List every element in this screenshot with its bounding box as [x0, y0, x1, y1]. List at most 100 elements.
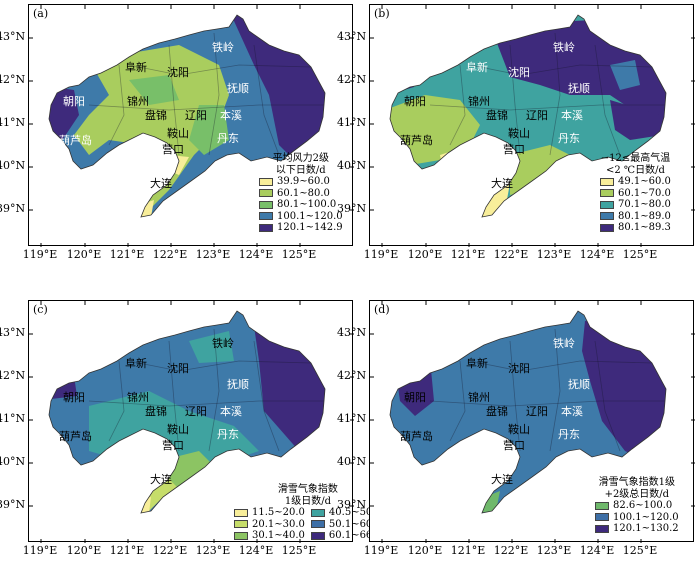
- boundary-line: [128, 360, 312, 372]
- legend-range: 80.1~89.0: [618, 210, 671, 222]
- lat-tick-label: 43°N: [337, 326, 367, 339]
- legend-entry: 49.1~60.0: [600, 176, 671, 188]
- lon-tick-label: 123°E: [195, 248, 231, 261]
- legend-range: 20.1~30.0: [252, 518, 305, 530]
- legend-entry: 120.1~142.9: [259, 222, 343, 234]
- legend-entry: 60.1~80.0: [259, 188, 343, 200]
- map-svg: [370, 301, 695, 543]
- boundary-line: [594, 44, 621, 156]
- map-svg: [370, 5, 695, 247]
- legend-range: 30.1~40.0: [252, 530, 305, 541]
- axis-ticks: [29, 301, 354, 543]
- city-label: 阜新: [125, 357, 147, 370]
- city-label: 辽阳: [526, 405, 548, 418]
- panel-label: (a): [33, 7, 49, 20]
- city-label: 营口: [162, 143, 184, 156]
- boundary-line: [469, 64, 653, 76]
- city-label: 沈阳: [167, 362, 189, 375]
- legend-range: 50.1~60.0: [328, 518, 382, 530]
- map-legend: −12≤最高气温 <2 ℃日数/d 49.1~60.0 60.1~70.0 70.1~8…: [600, 153, 671, 234]
- city-label: 丹东: [558, 132, 580, 145]
- city-label: 本溪: [220, 405, 242, 418]
- axis-ticks: [370, 301, 695, 543]
- lon-tick-label: 122°E: [493, 544, 529, 557]
- city-label: 丹东: [217, 428, 239, 441]
- legend-range: 120.1~142.9: [277, 222, 343, 233]
- city-label: 沈阳: [508, 362, 530, 375]
- legend-swatch: [595, 501, 609, 510]
- region-fill: [476, 491, 500, 513]
- city-label: 本溪: [220, 109, 242, 122]
- city-label: 葫芦岛: [59, 134, 92, 147]
- legend-swatch: [259, 177, 273, 186]
- lon-tick-label: 125°E: [281, 248, 317, 261]
- map-legend: 滑雪气象指数 1级日数/d 11.5~20.0 20.1~30.0 30.1~40.0 4…: [234, 484, 382, 542]
- prefecture-boundaries: [88, 32, 325, 156]
- city-label: 本溪: [561, 405, 583, 418]
- city-label: 大连: [491, 177, 513, 190]
- legend-entry: 60.1~70.0: [600, 188, 671, 200]
- legend-entry: 82.6~100.0: [595, 500, 679, 512]
- city-label: 锦州: [468, 95, 490, 108]
- city-label: 铁岭: [553, 337, 575, 350]
- prefecture-boundaries: [88, 328, 325, 452]
- boundary-line: [88, 400, 325, 407]
- legend-entry: 40.5~50.0: [310, 507, 382, 519]
- map-panel-a: (a) 铁岭 阜新 沈阳 抚顺 朝阳 锦州 辽阳 本溪 盘锦 鞍山 葫芦岛 丹东 营口 大连 平均风力2级 以下…: [28, 4, 354, 247]
- city-label: 鞍山: [508, 127, 530, 140]
- boundary-line: [108, 64, 125, 146]
- legend-entry: 20.1~30.0: [234, 519, 305, 531]
- lat-tick-label: 39°N: [0, 202, 26, 215]
- lat-tick-label: 42°N: [337, 73, 367, 86]
- legend-entry: 30.1~40.0: [234, 530, 305, 542]
- lon-tick-label: 122°E: [493, 248, 529, 261]
- legend-swatch: [600, 189, 614, 198]
- city-label: 锦州: [468, 391, 490, 404]
- city-label: 鞍山: [508, 423, 530, 436]
- city-label: 朝阳: [404, 391, 426, 404]
- region-fill: [129, 75, 179, 105]
- lon-tick-label: 125°E: [622, 544, 658, 557]
- legend-swatch: [600, 223, 614, 232]
- legend-range: 39.9~60.0: [277, 176, 330, 187]
- legend-swatch: [600, 212, 614, 221]
- lon-tick-label: 121°E: [109, 248, 145, 261]
- province-outline: [48, 310, 326, 514]
- city-label: 营口: [162, 439, 184, 452]
- boundary-line: [108, 360, 125, 442]
- boundary-line: [429, 104, 666, 111]
- lat-tick-label: 41°N: [0, 116, 26, 129]
- lat-tick-label: 40°N: [0, 455, 26, 468]
- region-fill: [135, 497, 151, 513]
- region-fill: [582, 311, 666, 471]
- legend-title: 滑雪气象指数1级: [598, 477, 675, 488]
- boundary-line: [128, 64, 312, 76]
- lon-tick-label: 121°E: [450, 248, 486, 261]
- legend-title: <2 ℃日数/d: [606, 164, 665, 176]
- boundary-line: [594, 340, 621, 452]
- legend-range: 49.1~60.0: [618, 176, 671, 187]
- panel-label: (b): [374, 7, 390, 20]
- lat-tick-label: 40°N: [337, 159, 367, 172]
- prefecture-boundaries: [429, 32, 666, 156]
- city-label: 葫芦岛: [400, 430, 433, 443]
- lon-tick-label: 120°E: [66, 544, 102, 557]
- lon-tick-label: 122°E: [152, 248, 188, 261]
- legend-range: 120.1~130.2: [613, 523, 679, 534]
- legend-swatch: [595, 524, 609, 533]
- city-label: 鞍山: [167, 423, 189, 436]
- legend-title: 以下日数/d: [275, 164, 326, 176]
- city-label: 抚顺: [568, 378, 590, 391]
- province-outline: [389, 14, 667, 218]
- lon-tick-label: 124°E: [238, 248, 274, 261]
- prefecture-boundaries: [429, 328, 666, 452]
- boundary-line: [449, 360, 466, 442]
- legend-range: 11.5~20.0: [252, 507, 305, 518]
- city-label: 朝阳: [63, 95, 85, 108]
- legend-swatch: [234, 520, 248, 529]
- lon-tick-label: 119°E: [363, 544, 399, 557]
- city-label: 丹东: [558, 428, 580, 441]
- region-fill: [254, 311, 325, 461]
- city-label: 葫芦岛: [59, 430, 92, 443]
- legend-swatch: [600, 177, 614, 186]
